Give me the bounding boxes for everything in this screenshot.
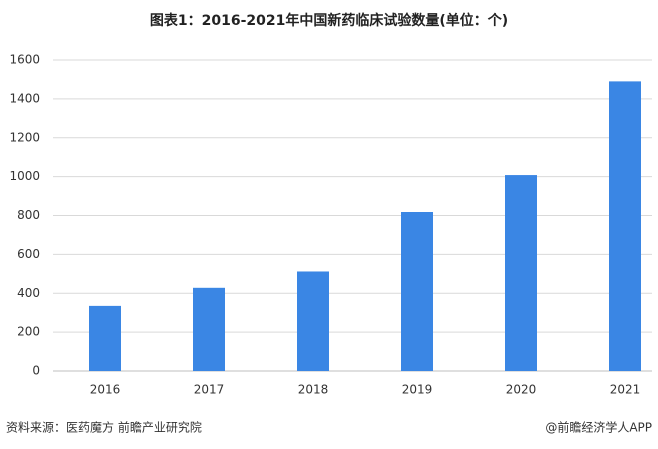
credit: @前瞻经济学人APP bbox=[545, 420, 652, 435]
bar bbox=[505, 175, 537, 371]
y-tick-label: 1600 bbox=[9, 53, 40, 67]
y-tick-label: 1200 bbox=[9, 130, 40, 144]
bar bbox=[401, 212, 433, 371]
y-tick-label: 400 bbox=[17, 286, 40, 300]
y-tick-label: 1000 bbox=[9, 169, 40, 183]
y-tick-label: 800 bbox=[17, 208, 40, 222]
x-tick-label: 2020 bbox=[506, 383, 537, 397]
y-tick-label: 600 bbox=[17, 247, 40, 261]
x-tick-label: 2019 bbox=[402, 383, 433, 397]
x-tick-label: 2018 bbox=[298, 383, 329, 397]
y-tick-label: 1400 bbox=[9, 91, 40, 105]
chart-title: 图表1：2016-2021年中国新药临床试验数量(单位：个) bbox=[150, 12, 508, 29]
source-note: 资料来源：医药魔方 前瞻产业研究院 bbox=[6, 420, 202, 435]
bar bbox=[89, 305, 121, 371]
y-tick-label: 0 bbox=[32, 364, 40, 378]
x-tick-label: 2021 bbox=[610, 383, 641, 397]
y-tick-label: 200 bbox=[17, 325, 40, 339]
bar bbox=[609, 81, 641, 371]
x-tick-label: 2017 bbox=[194, 383, 225, 397]
x-tick-label: 2016 bbox=[90, 383, 121, 397]
bar bbox=[193, 287, 225, 371]
bar bbox=[297, 271, 329, 371]
